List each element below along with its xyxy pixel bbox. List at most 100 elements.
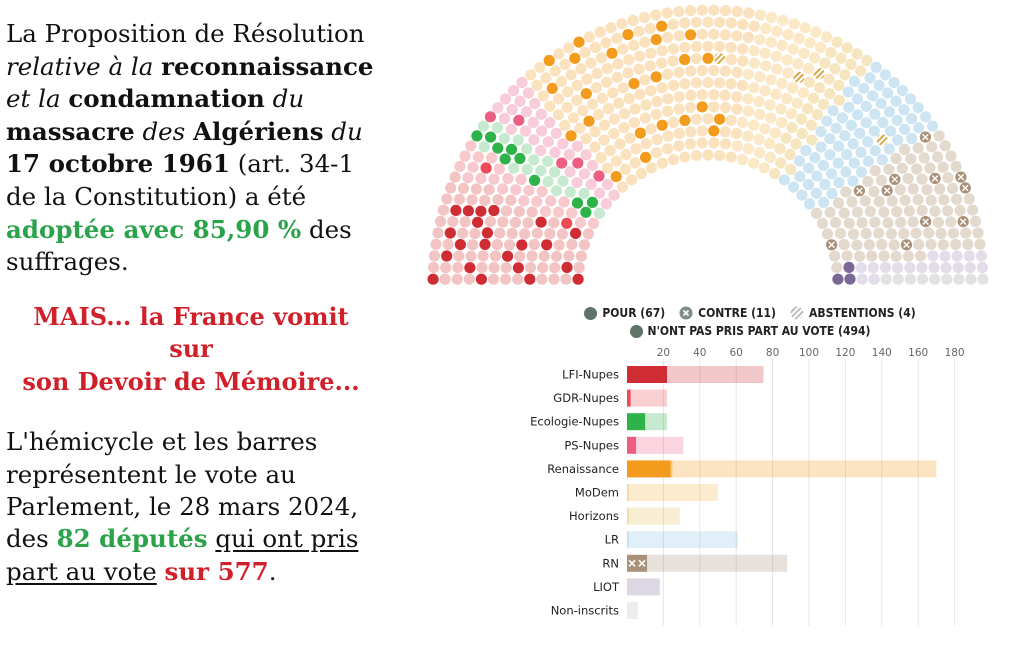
seat [782, 67, 794, 79]
seat [497, 183, 509, 195]
seat [634, 127, 646, 139]
seat [628, 78, 640, 90]
seat [873, 79, 885, 91]
seat [679, 114, 691, 126]
seat [765, 112, 777, 124]
seat [719, 89, 731, 101]
seat [920, 111, 932, 123]
seat [714, 113, 726, 125]
seat [777, 14, 789, 26]
seat [492, 194, 504, 206]
seat [549, 166, 561, 178]
seat [601, 76, 613, 88]
seat [737, 55, 749, 67]
seat [690, 77, 702, 89]
seat [798, 47, 810, 59]
seat [950, 239, 962, 251]
seat [466, 194, 478, 206]
seat [622, 28, 634, 41]
seat [629, 103, 641, 115]
seat [845, 58, 857, 70]
category-label: RN [602, 556, 619, 570]
seat [557, 138, 569, 150]
seat [780, 132, 792, 144]
seat [906, 132, 918, 145]
seat [610, 155, 623, 167]
seat [813, 68, 825, 80]
contre-seat-cross [959, 218, 967, 225]
seat [832, 273, 844, 285]
seat [725, 53, 737, 66]
seat [439, 273, 451, 285]
seat [770, 88, 782, 100]
seat [589, 141, 601, 153]
seat [626, 174, 638, 186]
seat [915, 250, 927, 262]
seat [593, 207, 606, 219]
seat [848, 75, 861, 87]
seat [748, 45, 760, 57]
seat [570, 227, 582, 239]
seat [459, 216, 471, 228]
x-tick-label: 100 [799, 347, 819, 359]
seat [976, 261, 989, 274]
seat [898, 104, 910, 116]
seat [457, 227, 469, 239]
seat [876, 134, 888, 146]
seat [516, 239, 528, 251]
contre-seat-cross [883, 187, 891, 194]
bar-n-ont-pas-pris-part-au-vote [627, 602, 638, 619]
seat [580, 206, 592, 218]
seat [673, 66, 685, 78]
seat [942, 172, 954, 184]
seat [742, 143, 755, 155]
seat [528, 238, 540, 251]
seat [905, 112, 918, 125]
seat [538, 250, 550, 262]
seat [851, 93, 864, 105]
seat [531, 79, 543, 91]
seat [848, 157, 860, 169]
seat [578, 239, 590, 251]
seat [524, 273, 536, 285]
seat [860, 228, 872, 240]
seat [975, 250, 988, 262]
seat [769, 167, 781, 179]
seat [796, 189, 808, 201]
seat [879, 69, 891, 81]
seat [829, 63, 841, 75]
seat [450, 204, 462, 216]
seat [904, 262, 916, 274]
seat [795, 113, 808, 125]
seat [714, 53, 726, 65]
seat [510, 184, 522, 196]
seat [498, 132, 510, 145]
seat [951, 250, 963, 262]
seat [776, 39, 788, 52]
seat [809, 52, 821, 64]
seat [638, 11, 650, 24]
seat [481, 227, 493, 239]
seat [513, 205, 525, 218]
seat [673, 140, 685, 152]
seat [529, 174, 541, 186]
seat [753, 133, 765, 146]
legend-npp: N'ONT PAS PRIS PART AU VOTE (494) [629, 324, 870, 338]
seat [778, 174, 790, 186]
seat [824, 133, 836, 145]
seat [559, 58, 571, 70]
seat [855, 166, 867, 178]
seat [640, 151, 652, 163]
seat [861, 54, 873, 67]
seat [611, 32, 623, 45]
seat [616, 181, 629, 193]
seat [867, 262, 879, 274]
seat [628, 117, 640, 129]
bar-abstentions [627, 507, 629, 525]
seat [488, 173, 500, 185]
seat [639, 112, 651, 124]
seat [878, 250, 890, 262]
seat [882, 217, 894, 229]
seat [810, 187, 822, 199]
bar-contre [627, 554, 648, 572]
